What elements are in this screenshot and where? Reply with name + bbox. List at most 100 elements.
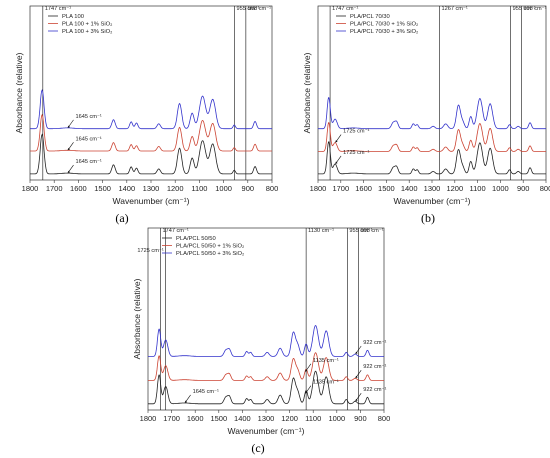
annotation-arrow: [355, 345, 362, 354]
arrow-head: [304, 369, 308, 372]
arrow-head: [67, 170, 71, 174]
x-tick-label: 1300: [143, 184, 160, 193]
arrow-head: [184, 400, 188, 403]
x-axis-label: Wavenumber (cm⁻¹): [394, 196, 471, 206]
x-tick-label: 800: [378, 414, 391, 423]
peak-annotation: 922 cm⁻¹: [363, 340, 386, 346]
x-axis-ticks: 1800 1700 1600 1500 1400 1300 1200 1100 1000 900 8…: [140, 410, 391, 423]
peak-annotation: 1725 cm⁻¹: [343, 129, 369, 135]
legend-entry: PLA 100 + 1% SiO₂: [62, 22, 112, 28]
annotation-arrow: [305, 385, 312, 393]
peak-annotation: 955 cm⁻¹: [513, 6, 536, 12]
legend-entry: PLA 100 + 3% SiO₂: [62, 29, 112, 35]
x-tick-label: 1300: [424, 184, 441, 193]
peak-annotation: 1135 cm⁻¹: [313, 358, 339, 364]
series-line-2: [148, 352, 384, 381]
arrow-head: [355, 375, 358, 379]
chart-panel-b: 1800 1700 1600 1500 1400 1300 1200 1100 1000 900 8…: [302, 5, 550, 225]
series-line-2: [30, 113, 272, 152]
peak-annotation: 1747 cm⁻¹: [45, 6, 71, 12]
legend-entry: PLA/PCL 70/30 + 1% SiO₂: [350, 22, 418, 28]
legend-entry: PLA/PCL 70/30: [350, 14, 390, 20]
peak-annotation: 1747 cm⁻¹: [163, 228, 189, 234]
x-tick-label: 1700: [46, 184, 63, 193]
arrow-head: [355, 398, 358, 402]
x-tick-label: 1400: [401, 184, 418, 193]
annotation-arrow: [305, 363, 312, 371]
annotation-arrow: [185, 394, 191, 403]
peak-annotation: 1645 cm⁻¹: [76, 159, 102, 165]
x-tick-label: 1700: [332, 184, 349, 193]
annotation-arrow: [355, 370, 362, 378]
arrow-head: [335, 140, 338, 143]
annotation-arrow: [335, 155, 342, 164]
x-tick-label: 1500: [94, 184, 111, 193]
x-axis-label: Wavenumber (cm⁻¹): [113, 196, 190, 206]
x-tick-label: 1800: [140, 414, 157, 423]
x-tick-label: 1200: [446, 184, 463, 193]
arrow-head: [304, 391, 308, 394]
series-line-3: [148, 324, 384, 357]
series-line-2: [318, 122, 546, 152]
panel-label: (c): [251, 441, 264, 455]
annotation-arrow: [68, 142, 74, 150]
legend-entry: PLA/PCL 50/50 + 1% SiO₂: [176, 244, 244, 250]
peak-annotation: 922 cm⁻¹: [363, 387, 386, 393]
x-axis-ticks: 1800 1700 1600 1500 1400 1300 1200 1100 1000 900 8…: [22, 180, 279, 193]
legend: PLA/PCL 70/30 PLA/PCL 70/30 + 1% SiO₂PLA/…: [336, 14, 418, 35]
x-tick-label: 900: [517, 184, 530, 193]
peak-annotation: 1725 cm⁻¹: [343, 150, 369, 156]
x-tick-label: 1600: [355, 184, 372, 193]
peak-annotation: 922 cm⁻¹: [363, 364, 386, 370]
x-tick-label: 1600: [70, 184, 87, 193]
x-tick-label: 1800: [22, 184, 39, 193]
x-tick-label: 1100: [470, 184, 486, 193]
annotation-arrow: [68, 164, 74, 173]
peak-annotation: 955 cm⁻¹: [349, 228, 372, 234]
x-axis-label: Wavenumber (cm⁻¹): [228, 426, 305, 436]
panel-label: (a): [115, 211, 128, 225]
series-line-3: [30, 89, 272, 130]
x-tick-label: 1500: [378, 184, 395, 193]
legend-entry: PLA/PCL 50/50: [176, 236, 216, 242]
annotation-arrow: [355, 393, 362, 401]
x-tick-label: 1100: [191, 184, 207, 193]
arrow-head: [67, 147, 71, 151]
x-tick-label: 1000: [328, 414, 345, 423]
x-tick-label: 1100: [305, 414, 321, 423]
peak-annotation: 1645 cm⁻¹: [193, 389, 219, 395]
x-tick-label: 1400: [118, 184, 135, 193]
x-tick-label: 1300: [258, 414, 275, 423]
peak-annotation: 1645 cm⁻¹: [76, 114, 102, 120]
y-axis-label: Absorbance (relative): [132, 278, 142, 359]
legend-entry: PLA 100: [62, 14, 84, 20]
x-tick-label: 1000: [215, 184, 232, 193]
x-tick-label: 1400: [234, 414, 251, 423]
x-tick-label: 1200: [281, 414, 298, 423]
peak-annotation: 955 cm⁻¹: [236, 6, 259, 12]
arrow-head: [355, 351, 358, 354]
peak-annotation: 908 cm⁻¹: [248, 6, 271, 12]
peak-annotation: 1747 cm⁻¹: [332, 6, 358, 12]
x-tick-label: 1600: [187, 414, 204, 423]
x-axis-ticks: 1800 1700 1600 1500 1400 1300 1200 1100 1000 900 8…: [310, 180, 550, 193]
legend: PLA/PCL 50/50 PLA/PCL 50/50 + 1% SiO₂PLA/…: [162, 236, 244, 257]
chart-panel-c: 1800 1700 1600 1500 1400 1300 1200 1100 1000 900 8…: [132, 227, 391, 455]
peak-annotation: 1135 cm⁻¹: [313, 380, 339, 386]
y-axis-label: Absorbance (relative): [302, 52, 312, 133]
x-tick-label: 1800: [310, 184, 327, 193]
series-line-3: [318, 97, 546, 130]
arrow-head: [335, 161, 338, 164]
x-tick-label: 1200: [167, 184, 184, 193]
chart-panel-a: 1800 1700 1600 1500 1400 1300 1200 1100 1000 900 8…: [14, 5, 279, 225]
x-tick-label: 900: [354, 414, 367, 423]
peak-annotation: 1645 cm⁻¹: [76, 136, 102, 142]
x-tick-label: 800: [266, 184, 279, 193]
legend-entry: PLA/PCL 50/50 + 3% SiO₂: [176, 251, 244, 257]
